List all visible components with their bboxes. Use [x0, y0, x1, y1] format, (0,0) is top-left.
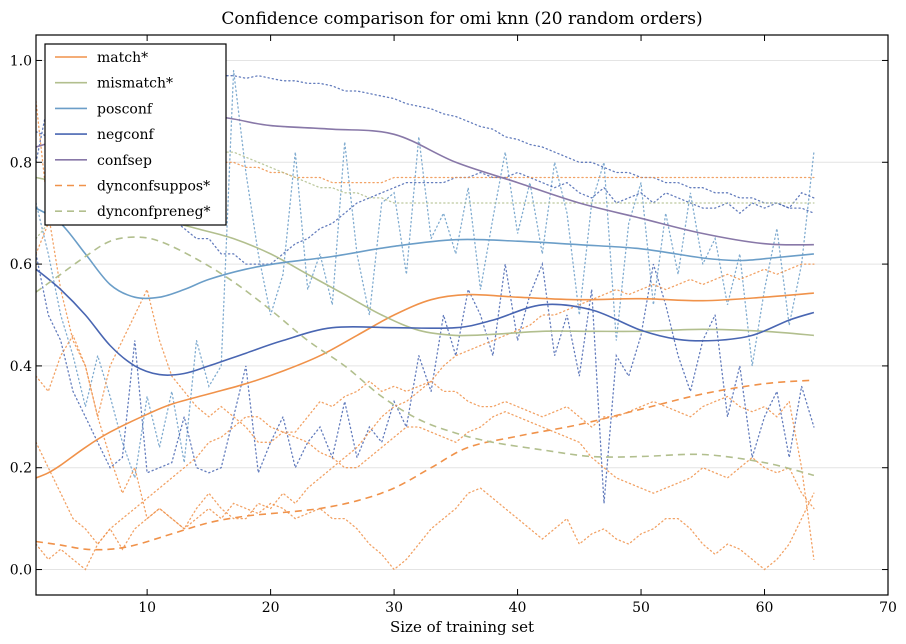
x-tick-label: 10 [138, 600, 156, 616]
x-tick-label: 70 [879, 600, 897, 616]
legend-label: negconf [97, 127, 156, 143]
series-line-negconf [35, 268, 815, 376]
dotted-trace [36, 487, 815, 571]
dotted-trace [36, 70, 815, 479]
legend-label: posconf [97, 101, 154, 117]
y-tick-label: 0.0 [10, 563, 32, 579]
y-tick-label: 0.2 [10, 461, 32, 477]
legend-label: match* [97, 50, 148, 66]
dotted-trace [36, 100, 815, 561]
plot-area: 10 20 30 40 50 60 70 0.0 0.2 0.4 0.6 0.8 1.0 match* mi… [10, 34, 897, 616]
x-tick-label: 20 [262, 600, 280, 616]
x-tick-label: 30 [385, 600, 403, 616]
series-line-dynconfsuppos [35, 379, 814, 551]
dotted-trace [36, 253, 815, 504]
legend-label: confsep [97, 153, 152, 169]
x-tick-label: 50 [632, 600, 650, 616]
y-tick-label: 0.4 [10, 359, 32, 375]
y-tick-label: 0.8 [10, 155, 32, 171]
series-line-match [35, 292, 814, 479]
legend-label: dynconfpreneg* [97, 204, 211, 220]
x-axis-title: Size of training set [390, 618, 534, 636]
series-line-dynconfpreneg [35, 236, 815, 477]
y-tick-label: 1.0 [10, 53, 32, 69]
dotted-trace [36, 410, 815, 546]
x-tick-label: 40 [509, 600, 527, 616]
y-tick-label: 0.6 [10, 257, 32, 273]
legend: match* mismatch* posconf negconf confsep dync… [44, 43, 227, 226]
series-line-posconf [35, 207, 814, 300]
chart-title: Confidence comparison for omi knn (20 ra… [221, 9, 702, 29]
legend-label: dynconfsuppos* [97, 179, 210, 195]
x-tick-label: 60 [756, 600, 774, 616]
legend-label: mismatch* [97, 76, 173, 92]
dotted-trace [36, 263, 815, 530]
plot-frame [35, 34, 889, 596]
